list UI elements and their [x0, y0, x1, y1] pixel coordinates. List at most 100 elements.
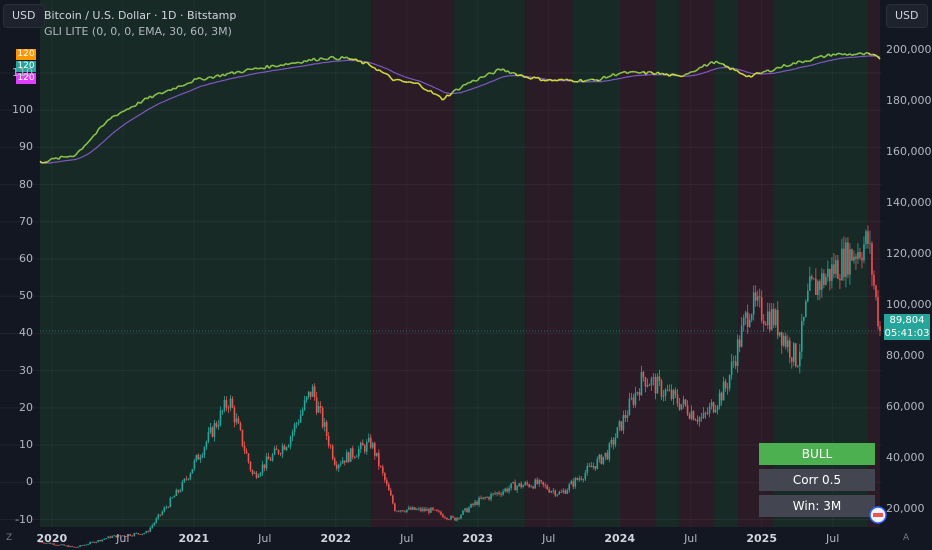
gli-line-segment	[241, 71, 244, 74]
btc-candle-body	[359, 442, 362, 450]
btc-candle-body	[867, 231, 869, 244]
btc-candle-body	[117, 534, 119, 538]
btc-candle-body	[249, 461, 252, 471]
gli-line-segment	[758, 72, 761, 75]
gli-line-segment	[476, 76, 481, 81]
symbol-title[interactable]: Bitcoin / U.S. Dollar · 1D · Bitstamp	[44, 9, 237, 22]
gli-line-segment	[585, 79, 588, 82]
btc-candle-body	[480, 497, 482, 499]
btc-candle-body	[724, 381, 727, 388]
btc-candle-body	[696, 419, 699, 422]
btc-candle-body	[91, 541, 93, 543]
btc-candle-body	[774, 309, 777, 326]
gli-line-segment	[236, 70, 240, 73]
btc-candle-body	[792, 343, 795, 362]
btc-candle-body	[299, 414, 302, 423]
gli-line-segment	[432, 92, 436, 95]
gli-line-segment	[825, 53, 830, 57]
time-axis-year-label: 2020	[36, 532, 68, 545]
gli-line-segment	[793, 61, 797, 65]
btc-candle-body	[632, 397, 635, 405]
gli-line-segment	[276, 65, 279, 68]
btc-candle-body	[676, 394, 679, 404]
right-axis-tick: 160,000	[886, 144, 932, 158]
btc-candle-body	[420, 508, 422, 511]
btc-price-series	[39, 225, 881, 548]
right-axis-tick: 60,000	[886, 400, 925, 414]
indicator-badge: 120	[16, 61, 36, 72]
btc-candle-body	[412, 507, 414, 510]
gli-line-segment	[409, 81, 413, 84]
regime-band-bear	[371, 0, 455, 527]
btc-candle-body	[488, 496, 490, 500]
btc-candle-body	[382, 466, 384, 474]
btc-candle-body	[265, 456, 268, 469]
btc-candle-body	[728, 375, 731, 389]
btc-candle-body	[458, 517, 460, 519]
gli-line-segment	[416, 82, 420, 85]
btc-candle-body	[738, 339, 741, 347]
gli-line-segment	[610, 73, 614, 77]
gli-line-segment	[505, 70, 509, 73]
btc-candle-body	[418, 508, 420, 510]
gli-line-segment	[608, 75, 612, 78]
gli-line-segment	[694, 69, 698, 72]
gli-line-segment	[439, 96, 444, 101]
gli-line-segment	[76, 149, 81, 154]
currency-button-left[interactable]: USD	[3, 4, 45, 28]
btc-candle-body	[656, 376, 659, 394]
btc-candle-body	[568, 484, 571, 491]
gli-line-segment	[762, 70, 766, 73]
btc-candle-body	[339, 463, 342, 465]
currency-button-right[interactable]: USD	[886, 4, 928, 28]
btc-candle-body	[823, 273, 825, 285]
gli-line-segment	[362, 61, 366, 65]
btc-candle-body	[520, 483, 522, 488]
btc-candle-body	[79, 545, 81, 547]
btc-candle-body	[582, 479, 585, 480]
gli-line-segment	[149, 95, 153, 99]
btc-candle-body	[766, 311, 769, 326]
btc-candle-body	[496, 492, 498, 494]
btc-candle-body	[833, 264, 835, 274]
right-axis-tick: 180,000	[886, 93, 932, 107]
btc-candle-body	[432, 507, 434, 510]
gli-line-segment	[46, 159, 50, 163]
btc-candle-body	[700, 417, 703, 419]
gli-line-segment	[687, 71, 691, 75]
btc-candle-body	[859, 252, 861, 258]
btc-candle-body	[446, 517, 448, 520]
btc-candle-body	[580, 478, 583, 480]
gli-line-segment	[617, 72, 621, 75]
btc-candle-body	[233, 407, 236, 423]
btc-candle-body	[514, 482, 516, 491]
gli-line-segment	[549, 78, 553, 82]
btc-candle-body	[736, 339, 739, 367]
btc-candle-body	[61, 544, 63, 546]
btc-candle-body	[688, 414, 691, 419]
gli-line-segment	[874, 54, 879, 58]
flag-marker-icon[interactable]	[869, 506, 887, 524]
gli-line-segment	[121, 110, 125, 113]
btc-candle-body	[253, 472, 256, 474]
btc-candle-body	[394, 503, 396, 512]
btc-candle-body	[351, 448, 354, 457]
gli-line-segment	[83, 143, 88, 147]
time-axis-month-label: Jul	[400, 532, 414, 545]
btc-candle-body	[472, 503, 474, 505]
btc-candle-body	[153, 522, 156, 526]
auto-scale-button[interactable]: A	[903, 533, 910, 543]
btc-candle-body	[107, 536, 109, 539]
gli-line-segment	[465, 82, 469, 86]
gli-line-segment	[818, 54, 822, 58]
btc-candle-body	[159, 514, 162, 516]
timezone-corner-label[interactable]: Z	[6, 533, 13, 543]
btc-candle-body	[295, 423, 298, 425]
btc-candle-body	[778, 332, 781, 336]
btc-candle-body	[708, 406, 711, 414]
gli-line-segment	[657, 71, 661, 75]
btc-candle-body	[855, 256, 857, 259]
indicator-title[interactable]: GLI LITE (0, 0, 0, EMA, 30, 60, 3M)	[44, 25, 232, 38]
btc-candle-body	[127, 534, 130, 537]
